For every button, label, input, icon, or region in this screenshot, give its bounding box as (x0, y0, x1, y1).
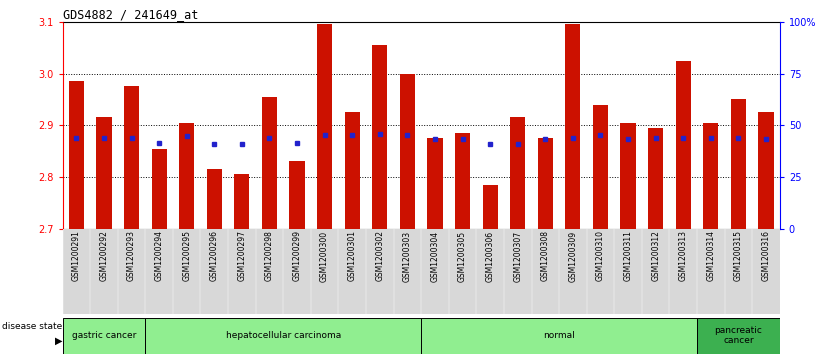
Bar (124, 86, 139, 229)
Bar (758, 112, 774, 229)
Text: GSM1200312: GSM1200312 (651, 231, 661, 281)
Text: GSM1200314: GSM1200314 (706, 231, 716, 281)
Bar (731, 99, 746, 229)
Text: GSM1200292: GSM1200292 (99, 231, 108, 281)
Bar (510, 118, 525, 229)
Text: hepatocellular carcinoma: hepatocellular carcinoma (226, 331, 341, 340)
Text: GSM1200296: GSM1200296 (210, 231, 219, 281)
Text: GSM1200303: GSM1200303 (403, 231, 412, 282)
Bar (145, 318, 421, 354)
Bar (620, 123, 636, 229)
Text: GSM1200300: GSM1200300 (320, 231, 329, 282)
Bar (63, 318, 145, 354)
Text: GSM1200301: GSM1200301 (348, 231, 357, 281)
Bar (483, 185, 498, 229)
Text: GSM1200308: GSM1200308 (540, 231, 550, 281)
Bar (262, 97, 277, 229)
Text: GSM1200306: GSM1200306 (485, 231, 495, 282)
Text: normal: normal (543, 331, 575, 340)
Bar (565, 24, 580, 229)
Text: GSM1200313: GSM1200313 (679, 231, 688, 281)
Bar (97, 118, 112, 229)
Bar (399, 74, 415, 229)
Bar (593, 105, 608, 229)
Text: GSM1200298: GSM1200298 (265, 231, 274, 281)
Text: GSM1200291: GSM1200291 (72, 231, 81, 281)
Text: disease state: disease state (3, 322, 63, 331)
Bar (234, 174, 249, 229)
Bar (344, 112, 359, 229)
Text: ▶: ▶ (55, 336, 63, 346)
Bar (648, 128, 663, 229)
Bar (289, 162, 304, 229)
Bar (697, 318, 780, 354)
Text: gastric cancer: gastric cancer (72, 331, 136, 340)
Text: GSM1200305: GSM1200305 (458, 231, 467, 282)
Text: GDS4882 / 241649_at: GDS4882 / 241649_at (63, 8, 198, 21)
Text: GSM1200302: GSM1200302 (375, 231, 384, 281)
Bar (676, 61, 691, 229)
Bar (372, 45, 387, 229)
Bar (68, 81, 84, 229)
Bar (317, 24, 332, 229)
Bar (538, 138, 553, 229)
Bar (427, 138, 443, 229)
Text: GSM1200293: GSM1200293 (127, 231, 136, 281)
Bar (179, 123, 194, 229)
Text: GSM1200295: GSM1200295 (182, 231, 191, 281)
Text: GSM1200307: GSM1200307 (513, 231, 522, 282)
Bar (207, 169, 222, 229)
Bar (421, 318, 697, 354)
Text: GSM1200316: GSM1200316 (761, 231, 771, 281)
Text: GSM1200309: GSM1200309 (569, 231, 577, 282)
Text: pancreatic
cancer: pancreatic cancer (715, 326, 762, 346)
Bar (703, 123, 718, 229)
Text: GSM1200310: GSM1200310 (596, 231, 605, 281)
Bar (455, 133, 470, 229)
Text: GSM1200297: GSM1200297 (238, 231, 246, 281)
Bar (152, 148, 167, 229)
Text: GSM1200304: GSM1200304 (430, 231, 440, 282)
Text: GSM1200294: GSM1200294 (154, 231, 163, 281)
Text: GSM1200299: GSM1200299 (293, 231, 302, 281)
Text: GSM1200315: GSM1200315 (734, 231, 743, 281)
Text: GSM1200311: GSM1200311 (624, 231, 632, 281)
